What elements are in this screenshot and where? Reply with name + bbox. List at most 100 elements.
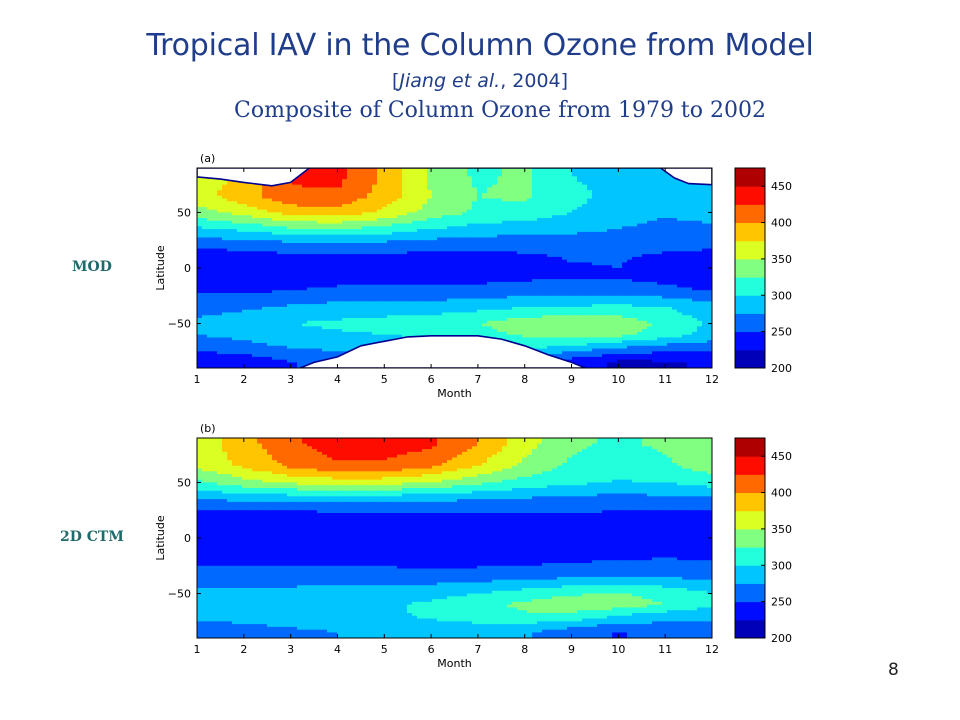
contour-cell — [242, 226, 248, 230]
contour-cell — [352, 193, 358, 197]
contour-cell — [202, 254, 208, 258]
contour-cell — [442, 220, 448, 225]
contour-cell — [522, 298, 528, 302]
contour-cell — [202, 181, 208, 186]
contour-cell — [302, 201, 308, 205]
contour-cell — [642, 293, 648, 297]
page-number: 8 — [888, 660, 899, 680]
contour-cell — [567, 229, 573, 233]
contour-cell — [317, 240, 323, 244]
contour-cell — [222, 204, 228, 208]
contour-cell — [202, 179, 208, 183]
contour-cell — [442, 295, 448, 300]
contour-cell — [402, 223, 408, 227]
contour-cell — [232, 270, 238, 275]
contour-cell — [642, 206, 648, 211]
contour-cell — [692, 193, 698, 197]
contour-cell — [427, 248, 433, 252]
contour-cell — [377, 173, 383, 177]
contour-cell — [402, 245, 408, 250]
contour-cell — [697, 279, 703, 283]
contour-cell — [467, 195, 473, 200]
contour-cell — [527, 193, 533, 197]
contour-cell — [482, 270, 488, 275]
contour-cell — [337, 240, 343, 244]
contour-cell — [217, 201, 223, 205]
contour-cell — [437, 170, 443, 175]
contour-cell — [282, 229, 288, 233]
contour-cell — [447, 256, 453, 261]
contour-cell — [632, 276, 638, 280]
contour-cell — [307, 301, 313, 305]
contour-cell — [612, 262, 618, 266]
contour-cell — [612, 209, 618, 214]
contour-cell — [207, 237, 213, 241]
contour-cell — [432, 204, 438, 208]
contour-cell — [632, 245, 638, 250]
contour-cell — [207, 187, 213, 191]
contour-cell — [257, 281, 263, 286]
contour-cell — [437, 190, 443, 194]
contour-cell — [567, 293, 573, 297]
contour-cell — [552, 256, 558, 261]
contour-cell — [372, 168, 378, 172]
contour-cell — [612, 251, 618, 255]
contour-cell — [562, 256, 568, 261]
contour-cell — [607, 270, 613, 275]
contour-cell — [302, 251, 308, 255]
contour-cell — [667, 259, 673, 264]
contour-cell — [307, 231, 313, 236]
contour-cell — [217, 251, 223, 255]
contour-cell — [452, 259, 458, 264]
contour-cell — [222, 268, 228, 272]
contour-cell — [657, 293, 663, 297]
contour-cell — [387, 184, 393, 189]
contour-cell — [482, 243, 488, 247]
contour-cell — [662, 198, 668, 202]
contour-cell — [277, 293, 283, 297]
contour-cell — [592, 209, 598, 214]
contour-cell — [417, 284, 423, 289]
contour-cell — [397, 279, 403, 283]
contour-cell — [672, 220, 678, 225]
contour-cell — [697, 195, 703, 200]
contour-cell — [497, 281, 503, 286]
contour-cell — [547, 251, 553, 255]
contour-cell — [312, 218, 318, 222]
contour-cell — [652, 273, 658, 277]
contour-cell — [387, 273, 393, 277]
contour-cell — [372, 295, 378, 300]
contour-cell — [237, 237, 243, 241]
contour-cell — [472, 262, 478, 266]
contour-cell — [567, 284, 573, 289]
contour-cell — [302, 262, 308, 266]
contour-cell — [522, 229, 528, 233]
contour-cell — [687, 234, 693, 239]
contour-cell — [467, 187, 473, 191]
contour-cell — [322, 168, 328, 172]
contour-cell — [622, 220, 628, 225]
contour-cell — [237, 265, 243, 269]
contour-cell — [582, 195, 588, 200]
contour-cell — [522, 173, 528, 177]
contour-cell — [392, 193, 398, 197]
contour-cell — [432, 248, 438, 252]
contour-cell — [217, 193, 223, 197]
contour-cell — [572, 223, 578, 227]
contour-cell — [607, 273, 613, 277]
contour-cell — [362, 234, 368, 239]
contour-cell — [677, 215, 683, 219]
contour-cell — [282, 237, 288, 241]
contour-cell — [552, 273, 558, 277]
contour-cell — [212, 193, 218, 197]
contour-cell — [242, 204, 248, 208]
contour-cell — [487, 179, 493, 183]
contour-cell — [322, 231, 328, 236]
contour-cell — [442, 273, 448, 277]
contour-cell — [472, 195, 478, 200]
contour-cell — [602, 262, 608, 266]
contour-cell — [332, 220, 338, 225]
contour-cell — [532, 201, 538, 205]
contour-cell — [317, 179, 323, 183]
contour-cell — [317, 195, 323, 200]
